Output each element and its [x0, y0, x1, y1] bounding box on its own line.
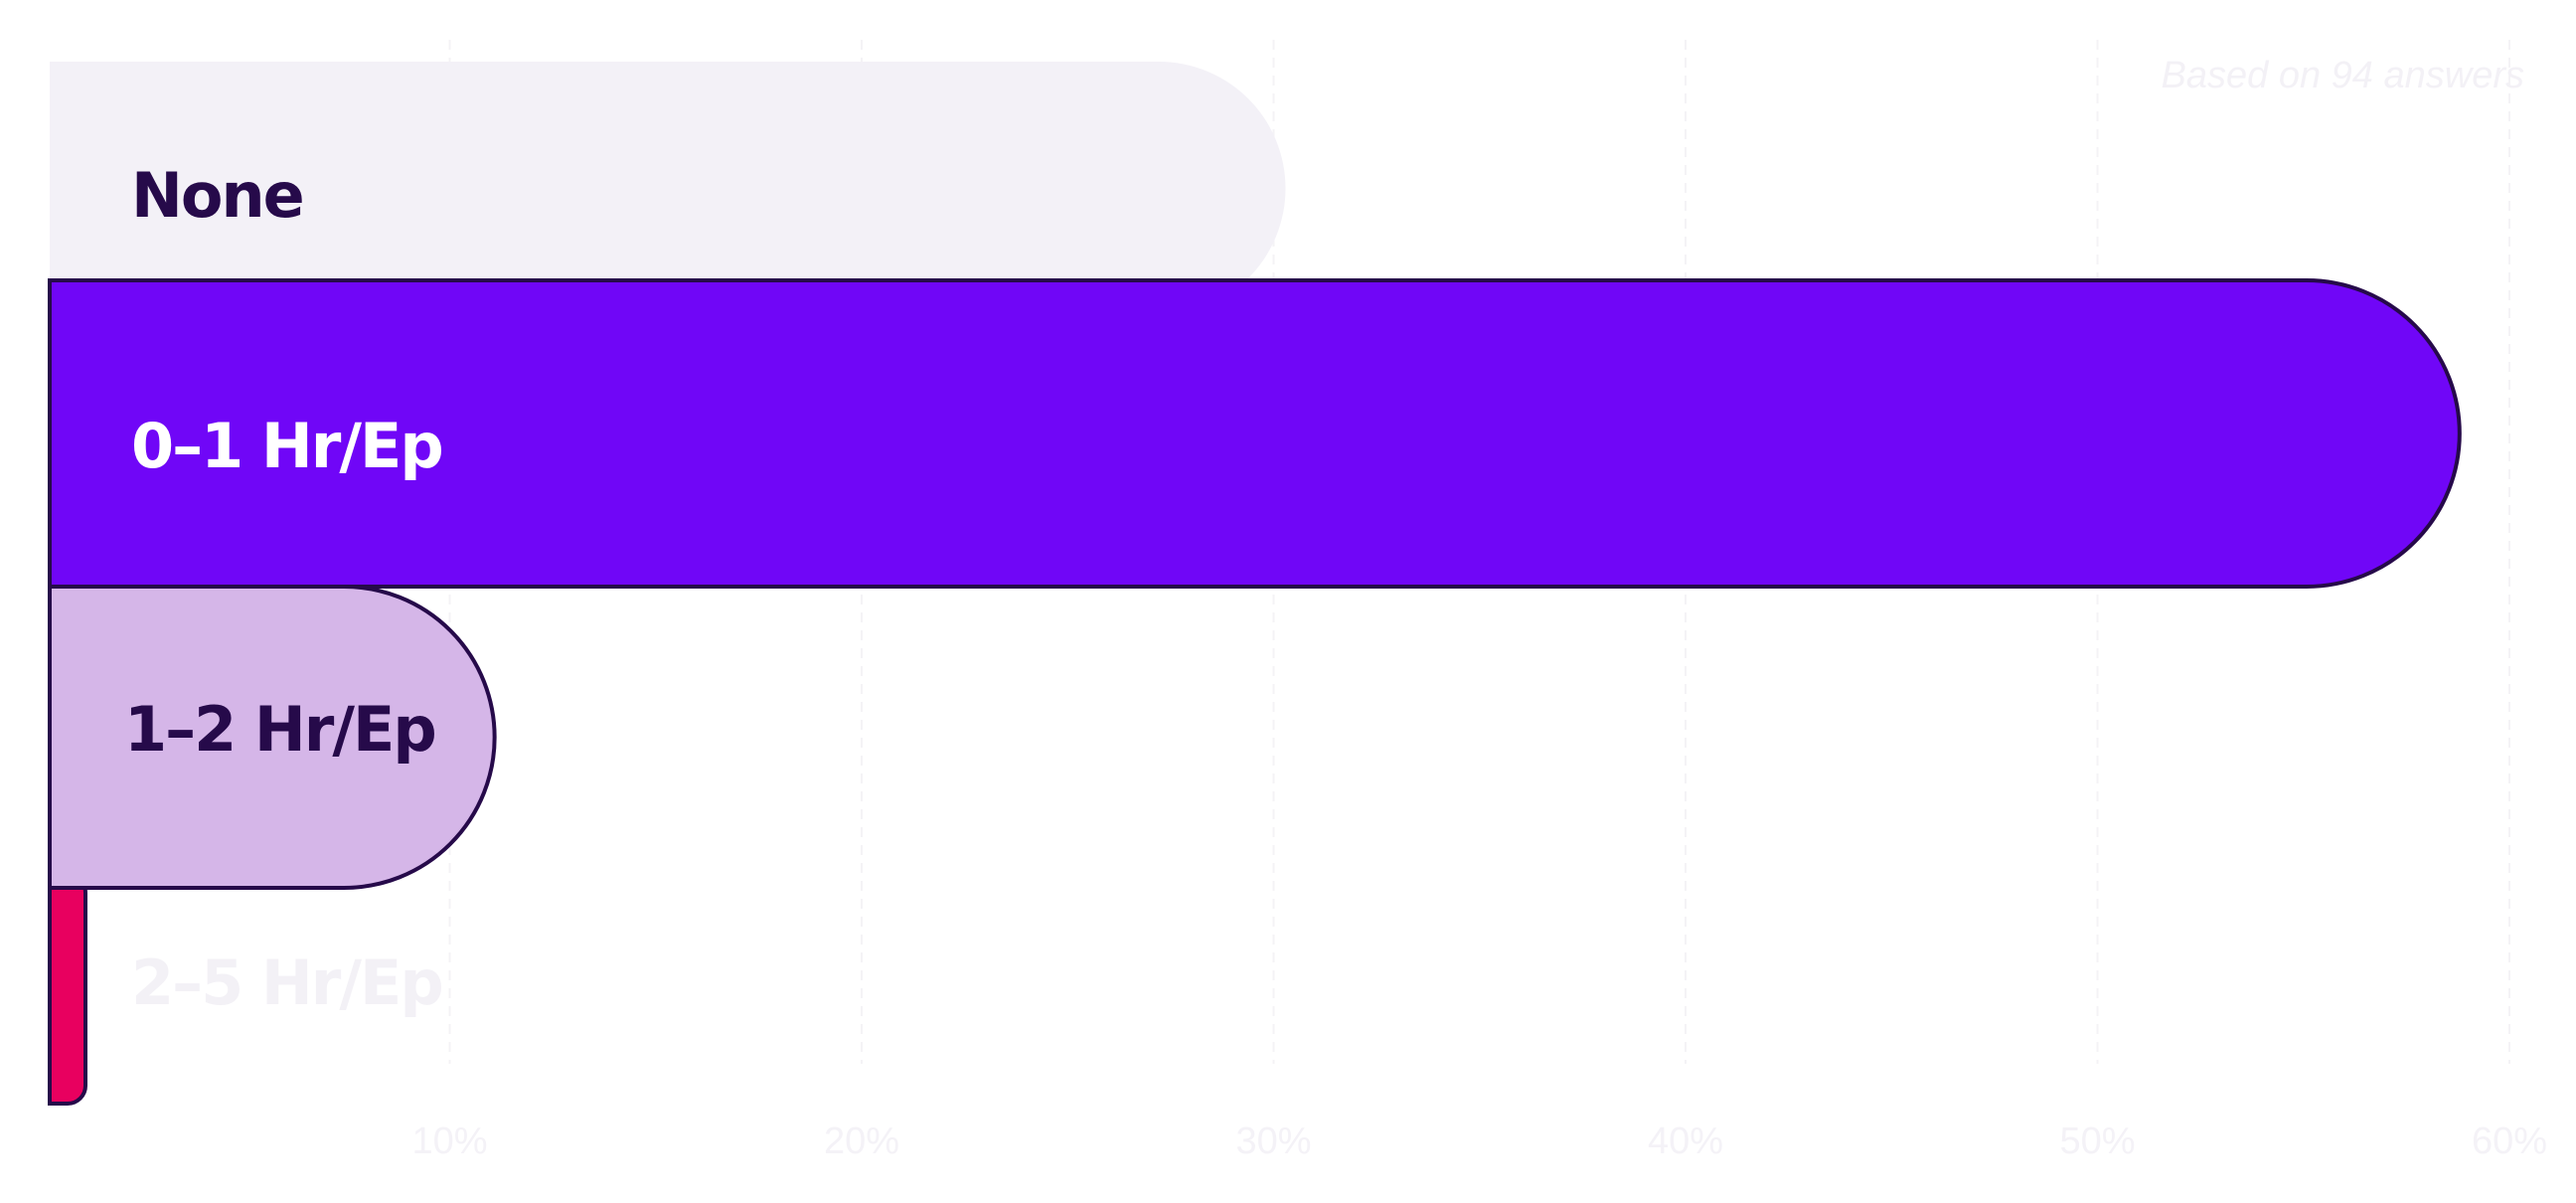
x-tick-label: 30%	[1235, 1120, 1311, 1162]
category-label: 1–2 Hr/Ep	[124, 693, 435, 766]
bar-2	[48, 585, 497, 890]
bar-0	[50, 62, 1286, 315]
bars	[48, 62, 2462, 1106]
bar-1	[48, 278, 2462, 589]
x-axis-ticks: 10% 20% 30% 40% 50% 60%	[411, 1120, 2547, 1162]
x-tick-label: 60%	[2472, 1120, 2547, 1162]
x-tick-label: 50%	[2059, 1120, 2135, 1162]
category-label: 2–5 Hr/Ep	[131, 946, 442, 1019]
bar-3	[48, 873, 87, 1106]
answers-note: Based on 94 answers	[2162, 55, 2524, 96]
x-tick-label: 40%	[1648, 1120, 1723, 1162]
category-label: None	[131, 159, 303, 232]
category-label: 0–1 Hr/Ep	[131, 410, 442, 482]
x-tick-label: 10%	[411, 1120, 487, 1162]
x-tick-label: 20%	[824, 1120, 899, 1162]
bar-labels: None 0–1 Hr/Ep 1–2 Hr/Ep 2–5 Hr/Ep	[124, 159, 444, 1019]
